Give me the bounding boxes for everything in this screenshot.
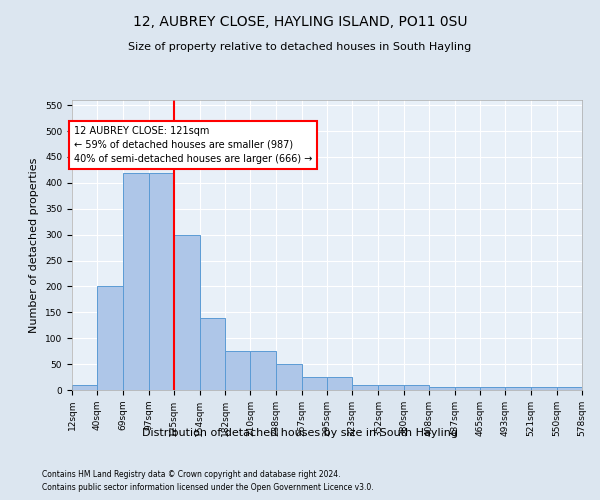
Bar — [429, 388, 455, 390]
Text: Size of property relative to detached houses in South Hayling: Size of property relative to detached ho… — [128, 42, 472, 52]
Bar — [404, 385, 429, 390]
Bar — [72, 385, 97, 390]
Bar — [275, 364, 302, 390]
Bar — [302, 377, 327, 390]
Bar — [174, 234, 200, 390]
Bar — [250, 351, 275, 390]
Text: 12, AUBREY CLOSE, HAYLING ISLAND, PO11 0SU: 12, AUBREY CLOSE, HAYLING ISLAND, PO11 0… — [133, 15, 467, 29]
Bar — [124, 172, 149, 390]
Bar — [455, 388, 480, 390]
Bar — [225, 351, 250, 390]
Bar — [327, 377, 352, 390]
Bar — [379, 385, 404, 390]
Y-axis label: Number of detached properties: Number of detached properties — [29, 158, 40, 332]
Bar — [352, 385, 379, 390]
Text: Contains public sector information licensed under the Open Government Licence v3: Contains public sector information licen… — [42, 482, 374, 492]
Bar — [480, 388, 505, 390]
Text: Contains HM Land Registry data © Crown copyright and database right 2024.: Contains HM Land Registry data © Crown c… — [42, 470, 341, 479]
Bar — [97, 286, 124, 390]
Text: Distribution of detached houses by size in South Hayling: Distribution of detached houses by size … — [142, 428, 458, 438]
Bar — [200, 318, 225, 390]
Bar — [557, 388, 582, 390]
Bar — [530, 388, 557, 390]
Text: 12 AUBREY CLOSE: 121sqm
← 59% of detached houses are smaller (987)
40% of semi-d: 12 AUBREY CLOSE: 121sqm ← 59% of detache… — [74, 126, 312, 164]
Bar — [149, 172, 174, 390]
Bar — [505, 388, 530, 390]
